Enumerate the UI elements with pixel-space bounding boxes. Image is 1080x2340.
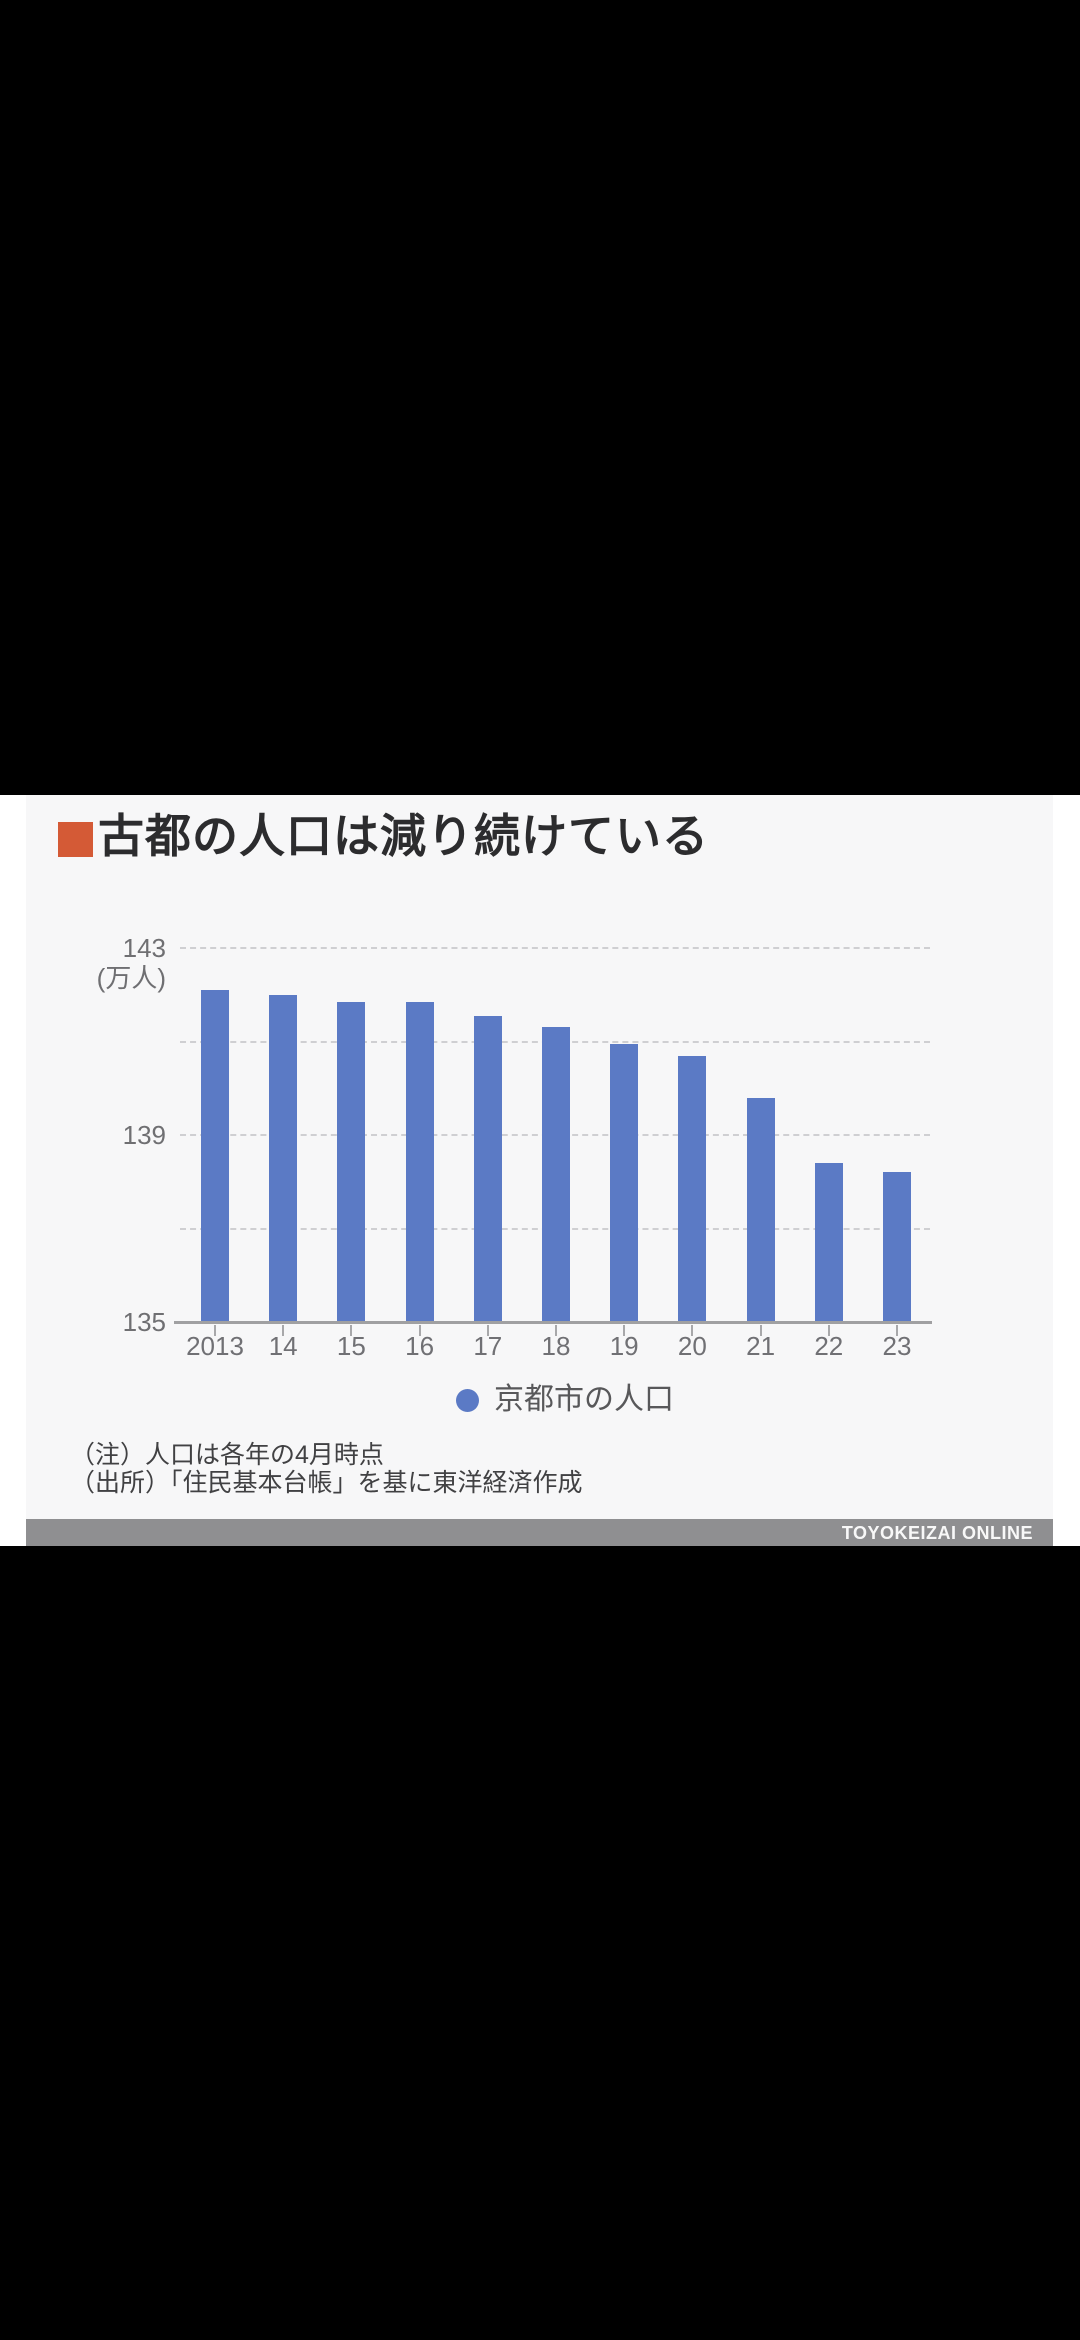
note-line: （注）人口は各年の4月時点	[70, 1441, 384, 1469]
x-axis-label-23: 23	[882, 1331, 912, 1361]
chart-title: 古都の人口は減り続けている	[98, 810, 709, 862]
title-bullet-square-icon	[58, 822, 93, 857]
brand-name: TOYOKEIZAI ONLINE	[841, 1522, 1033, 1543]
x-axis-tick-23	[896, 1325, 898, 1336]
x-axis-label-20: 20	[677, 1331, 707, 1361]
x-axis-label-19: 19	[609, 1331, 639, 1361]
bar-22	[814, 1163, 843, 1322]
y-axis-unit-label: (万人)	[96, 963, 166, 993]
x-axis-label-17: 17	[473, 1331, 503, 1361]
letterbox-bottom	[0, 1546, 1080, 2340]
bar-23	[883, 1172, 911, 1322]
chart-legend: 京都市の人口	[456, 1385, 674, 1415]
x-axis-tick-16	[418, 1325, 421, 1336]
gridline-143	[180, 947, 930, 949]
bar-2013	[201, 990, 229, 1322]
x-axis-label-22: 22	[814, 1331, 844, 1361]
bar-17	[473, 1015, 502, 1322]
x-axis-label-14: 14	[268, 1331, 298, 1361]
chart-title-row: 古都の人口は減り続けている	[26, 795, 1053, 885]
chart-notes: （注）人口は各年の4月時点 （出所）「住民基本台帳」を基に東洋経済作成	[70, 1441, 583, 1497]
x-axis-line	[174, 1321, 932, 1324]
bar-18	[542, 1027, 570, 1322]
x-axis-tick-19	[623, 1325, 626, 1336]
source-line: （出所）「住民基本台帳」を基に東洋経済作成	[70, 1469, 583, 1497]
bar-14	[269, 994, 298, 1322]
x-axis-label-16: 16	[405, 1331, 435, 1361]
bar-19	[610, 1043, 639, 1322]
chart-card: 古都の人口は減り続けている 143 139 135 (万人) 2013 14 15 16 17 1…	[26, 795, 1053, 1519]
x-axis-tick-15	[350, 1325, 353, 1336]
x-axis-tick-21	[759, 1325, 762, 1336]
x-axis-tick-2013	[214, 1325, 216, 1336]
bar-15	[337, 1001, 366, 1322]
y-axis-label-143: 143	[122, 933, 166, 963]
x-axis-tick-20	[691, 1325, 694, 1336]
x-axis-label-2013: 2013	[186, 1331, 244, 1361]
letterbox-top	[0, 0, 1080, 795]
chart-image-band[interactable]: 古都の人口は減り続けている 143 139 135 (万人) 2013 14 15 16 17 1…	[0, 795, 1080, 1546]
x-axis-label-21: 21	[746, 1331, 776, 1361]
x-axis-label-18: 18	[541, 1331, 571, 1361]
bar-20	[678, 1055, 707, 1322]
bar-16	[405, 1001, 434, 1322]
legend-label: 京都市の人口	[494, 1383, 674, 1416]
bar-21	[746, 1097, 775, 1322]
x-axis-tick-17	[486, 1325, 489, 1336]
x-axis-tick-22	[827, 1325, 830, 1336]
x-axis-tick-18	[555, 1325, 557, 1336]
brand-footer-bar: TOYOKEIZAI ONLINE	[26, 1519, 1053, 1546]
bar-chart-plot: 143 139 135 (万人) 2013 14 15 16 17 18 19 20 21 22 23	[26, 795, 1053, 1519]
legend-dot-icon	[456, 1388, 479, 1412]
y-axis-label-135: 135	[122, 1307, 166, 1337]
y-axis-label-139: 139	[122, 1120, 166, 1150]
x-axis-tick-14	[282, 1325, 285, 1336]
x-axis-label-15: 15	[336, 1331, 366, 1361]
